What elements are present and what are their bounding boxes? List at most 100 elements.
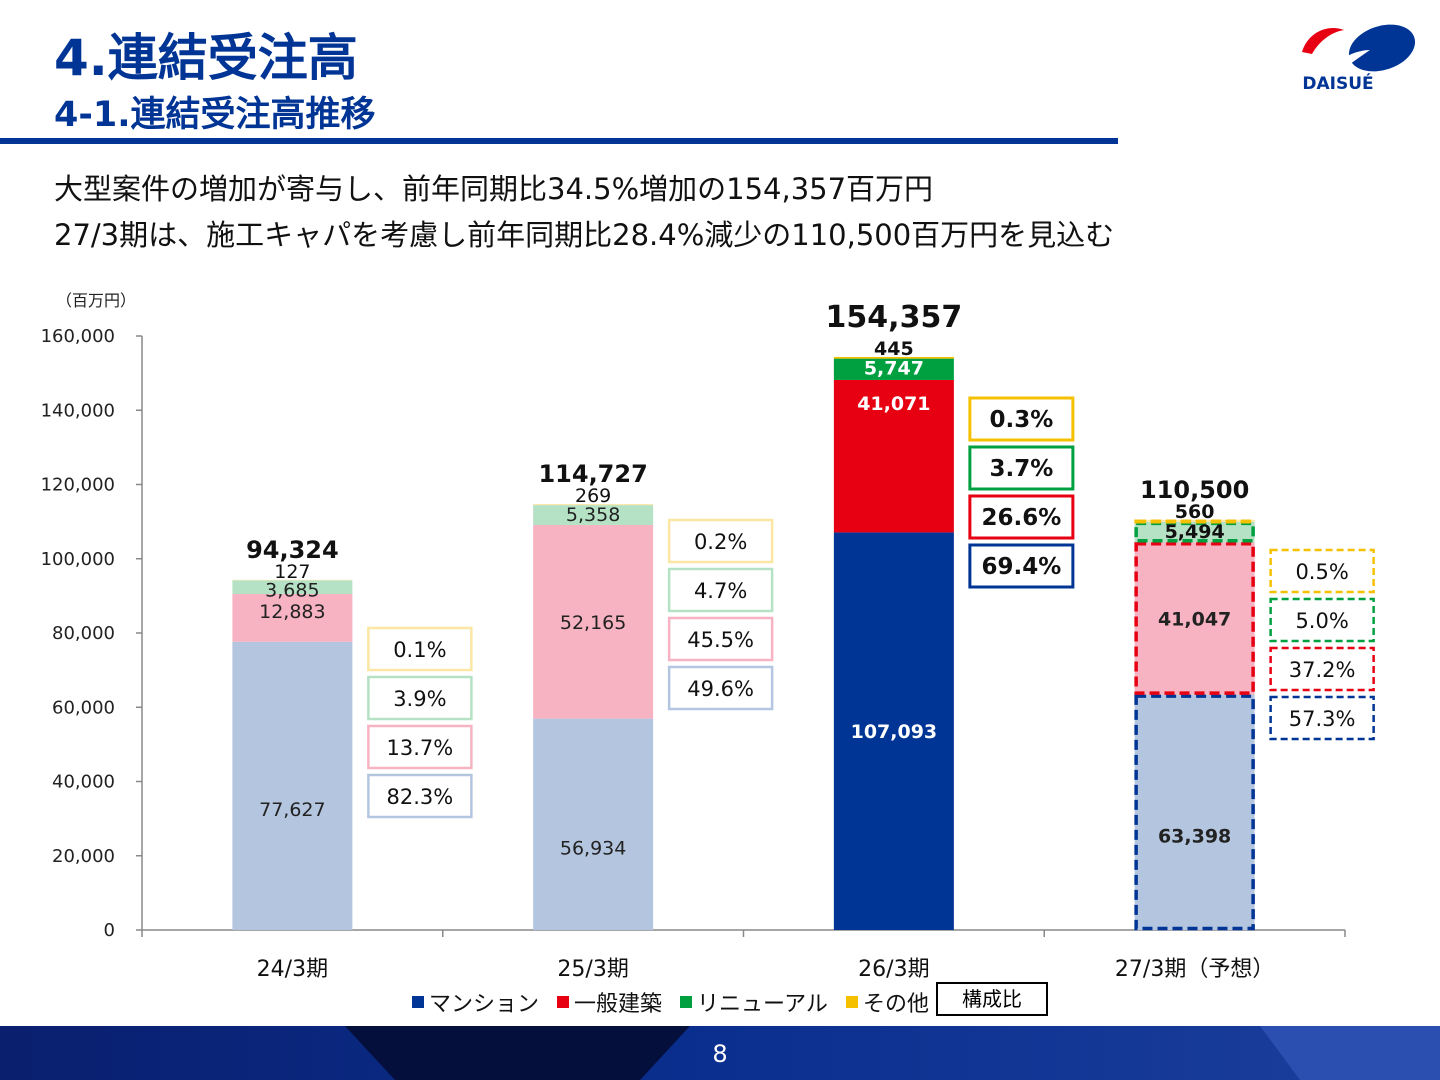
y-tick-label: 40,000 [52,772,115,793]
ratio-label-mansion: 49.6% [687,677,754,701]
bar-segment-general [833,379,954,533]
forecast-outline-mansion [1134,694,1255,931]
ratio-label-renewal: 4.7% [694,579,747,603]
ratio-box-other [1269,548,1375,594]
bar-segment-renewal [833,358,954,380]
bar-segment-general [533,524,654,719]
x-category-label: 26/3期 [858,957,929,982]
ratio-label-general: 45.5% [687,628,754,652]
legend: マンション 一般建築 リニューアル その他 [412,986,947,1018]
bar-segment-mansion [1134,694,1255,930]
ratio-box-general [667,616,774,662]
page-subtitle: 4-1.連結受注高推移 [54,95,376,135]
legend-label: リニューアル [697,992,828,1017]
total-label: 154,357 [826,300,963,335]
bar-segment-mansion [533,718,654,930]
y-unit-label: （百万円） [56,291,137,310]
ratio-box-other [367,626,473,672]
segment-label-general: 41,071 [857,393,930,415]
ratio-label-renewal: 5.0% [1295,609,1348,633]
ratio-label-other: 0.3% [989,407,1053,433]
ratio-label-general: 26.6% [981,505,1061,531]
legend-label: 一般建築 [574,992,663,1017]
segment-label-mansion: 56,934 [560,837,626,859]
legend-item-mansion: マンション [412,986,539,1018]
y-tick-label: 120,000 [41,475,115,496]
logo-text: DAISUÉ [1302,74,1374,94]
ratio-box-renewal [367,675,473,721]
y-tick-label: 100,000 [41,549,115,570]
ratio-label-mansion: 69.4% [981,554,1061,580]
ratio-box-renewal [667,567,774,613]
ratio-label-general: 37.2% [1289,658,1356,682]
segment-label-other: 269 [575,485,611,507]
bar-segment-renewal [533,505,654,525]
x-category-label: 24/3期 [257,957,328,982]
ratio-box-mansion [667,665,774,711]
ratio-label-other: 0.1% [393,638,446,662]
forecast-outline-general [1134,541,1255,695]
y-tick-label: 160,000 [41,326,115,347]
bar-segment-other [1134,519,1255,522]
forecast-outline-other [1134,519,1255,524]
ratio-box-general [968,494,1075,540]
segment-label-other: 445 [874,338,914,360]
footer-graphic [0,1026,1440,1080]
y-tick-label: 80,000 [52,623,115,644]
legend-swatch-icon [412,996,424,1008]
ratio-box-mansion [1269,695,1375,741]
legend-item-renewal: リニューアル [680,986,828,1018]
legend-label: マンション [429,992,540,1017]
page-title: 4.連結受注高 [54,29,358,87]
bar-segment-general [1134,542,1255,695]
ratio-box-other [667,518,774,564]
legend-swatch-icon [680,996,693,1008]
bar-segment-renewal [1134,521,1255,543]
ratio-legend-box: 構成比 [936,982,1048,1016]
ratio-box-mansion [367,773,473,819]
segment-label-renewal: 5,747 [864,358,924,380]
legend-item-general: 一般建築 [557,986,662,1018]
legend-swatch-icon [845,996,858,1008]
ratio-label-other: 0.2% [694,530,747,554]
ratio-label-other: 0.5% [1295,560,1348,584]
order-intake-chart: 0 20,000 40,000 60,000 80,000 100,000 120,000 1… [41,300,1375,982]
legend-item-other: その他 [845,986,929,1018]
ratio-label-renewal: 3.7% [989,456,1053,482]
bar-segment-renewal [232,580,353,594]
ratio-label-general: 13.7% [387,736,454,760]
y-tick-label: 60,000 [52,697,115,718]
bar-segment-other [232,579,353,581]
segment-label-renewal: 5,358 [566,504,620,526]
legend-swatch-icon [557,996,570,1008]
lead-text-2: 27/3期は、施工キャパを考慮し前年同期比28.4%減少の110,500百万円を… [54,218,1115,252]
segment-label-mansion: 77,627 [259,799,325,821]
ratio-label-mansion: 57.3% [1289,707,1356,731]
ratio-box-general [367,724,473,770]
ratio-box-renewal [1269,597,1375,643]
legend-label: その他 [862,992,929,1017]
ratio-label-renewal: 3.9% [393,687,446,711]
logo-mark-icon [1302,24,1416,72]
segment-label-other: 127 [274,561,310,583]
ratio-box-mansion [968,543,1075,589]
segment-label-general: 52,165 [560,612,626,634]
segment-label-renewal: 5,494 [1165,521,1225,543]
company-logo: DAISUÉ [1298,20,1420,100]
y-tick-label: 140,000 [41,400,115,421]
lead-text-1: 大型案件の増加が寄与し、前年同期比34.5%増加の154,357百万円 [54,172,934,206]
bar-segment-mansion [833,532,954,930]
forecast-outline-renewal [1134,521,1255,543]
segment-label-mansion: 63,398 [1158,825,1231,847]
segment-label-general: 12,883 [259,601,325,623]
ratio-box-other [968,396,1075,442]
bar-segment-mansion [232,641,353,930]
segment-label-other: 560 [1175,501,1215,523]
page-number: 8 [712,1040,728,1068]
x-category-label: 25/3期 [557,957,628,982]
segment-label-mansion: 107,093 [851,721,938,743]
y-tick-label: 20,000 [52,846,115,867]
bar-segment-other [833,356,954,359]
ratio-box-general [1269,646,1375,692]
ratio-box-renewal [968,445,1075,491]
